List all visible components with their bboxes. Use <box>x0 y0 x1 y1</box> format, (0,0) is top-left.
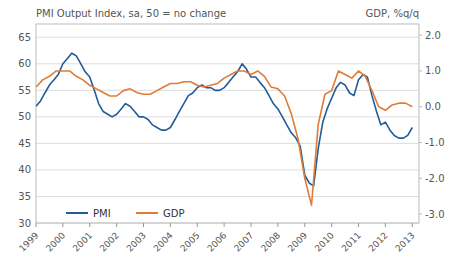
grid-line <box>36 116 419 117</box>
y2-tick <box>419 178 422 179</box>
y-tick-label: 50 <box>18 111 31 122</box>
y-axis-title: PMI Output Index, sa, 50 = no change <box>36 8 226 19</box>
y-tick-label: 55 <box>18 85 31 96</box>
x-tick <box>385 223 386 227</box>
x-tick-label: 2000 <box>44 230 67 253</box>
x-tick-label: 2003 <box>125 230 148 253</box>
x-tick-label: 2009 <box>286 230 309 253</box>
x-tick <box>224 223 225 227</box>
x-tick <box>277 223 278 227</box>
plot-frame <box>36 24 419 223</box>
y-tick-label: 35 <box>18 191 31 202</box>
x-tick-label: 2006 <box>205 230 228 253</box>
series-line <box>36 71 412 205</box>
x-tick-label: 2004 <box>152 230 175 253</box>
x-tick-label: 2002 <box>98 230 121 253</box>
y-tick-label: 60 <box>18 58 31 69</box>
x-tick-label: 2005 <box>178 230 201 253</box>
y2-axis-title: GDP, %q/q <box>366 8 419 19</box>
y2-tick <box>419 70 422 71</box>
x-tick <box>62 223 63 227</box>
x-tick-label: 2012 <box>367 230 390 253</box>
x-tick <box>331 223 332 227</box>
x-tick <box>251 223 252 227</box>
legend: PMI GDP <box>66 208 184 219</box>
y2-tick <box>419 35 422 36</box>
x-tick <box>197 223 198 227</box>
x-tick-label: 2007 <box>232 230 255 253</box>
chart: 30 35 40 45 50 55 60 65 -3.0 -2.0 -1.0 0.0 1.0 2.0 199… <box>0 0 459 273</box>
x-tick-label: 1999 <box>17 230 40 253</box>
y2-tick-label: 1.0 <box>425 65 441 76</box>
y-axis-right: -3.0 -2.0 -1.0 0.0 1.0 2.0 <box>419 30 445 220</box>
y-tick-label: 45 <box>18 138 31 149</box>
x-tick-label: 2013 <box>393 230 416 253</box>
x-tick-label: 2010 <box>313 230 336 253</box>
grid-line <box>36 143 419 144</box>
grid-line <box>36 169 419 170</box>
x-tick <box>170 223 171 227</box>
x-tick-label: 2008 <box>259 230 282 253</box>
y2-tick-label: -2.0 <box>425 173 445 184</box>
y-tick-label: 65 <box>18 32 31 43</box>
grid-line <box>36 63 419 64</box>
y2-tick-label: 2.0 <box>425 30 441 41</box>
x-tick <box>36 223 37 227</box>
x-tick <box>143 223 144 227</box>
series-group <box>36 53 412 205</box>
legend-swatch <box>66 212 88 214</box>
y2-tick-label: 0.0 <box>425 101 441 112</box>
grid-line <box>36 37 419 38</box>
y2-tick <box>419 106 422 107</box>
grid-line <box>36 196 419 197</box>
x-tick <box>89 223 90 227</box>
x-tick <box>304 223 305 227</box>
x-tick <box>116 223 117 227</box>
y2-tick <box>419 214 422 215</box>
x-tick <box>358 223 359 227</box>
y-axis-left: 30 35 40 45 50 55 60 65 <box>18 32 31 229</box>
legend-label: GDP <box>163 208 184 219</box>
y-tick-label: 40 <box>18 164 31 175</box>
x-axis: 1999200020012002200320042005200620072008… <box>17 223 417 254</box>
legend-label: PMI <box>93 208 111 219</box>
y2-tick-label: -3.0 <box>425 209 445 220</box>
x-tick-label: 2001 <box>71 230 94 253</box>
x-tick <box>412 223 413 227</box>
y2-tick <box>419 142 422 143</box>
legend-swatch <box>136 212 158 214</box>
y-tick-label: 30 <box>18 218 31 229</box>
grid <box>36 37 419 223</box>
x-tick-label: 2011 <box>340 230 363 253</box>
y2-tick-label: -1.0 <box>425 137 445 148</box>
